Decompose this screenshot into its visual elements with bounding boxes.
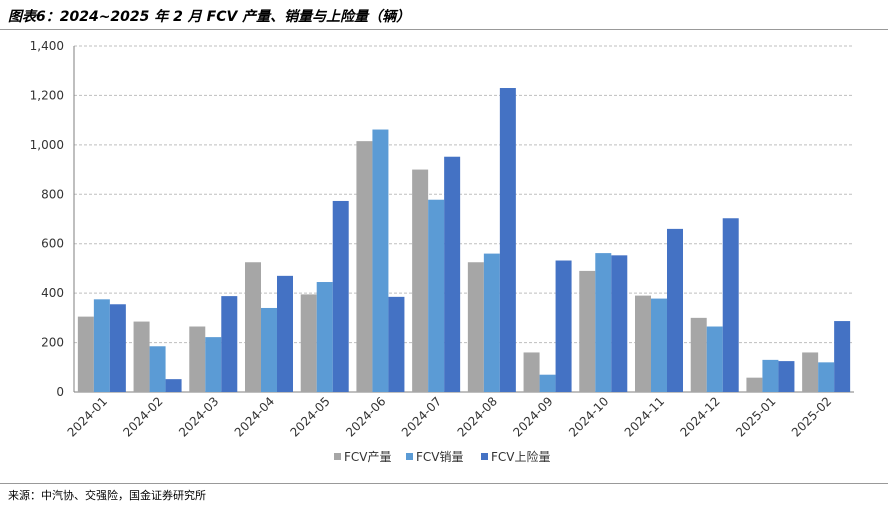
bar-1 <box>245 262 261 392</box>
bar-1 <box>635 295 651 392</box>
bar-2 <box>539 374 556 392</box>
bar-3 <box>388 296 405 392</box>
legend-label: FCV产量 <box>344 450 392 464</box>
bar-2 <box>93 299 110 392</box>
bar-3 <box>165 379 182 392</box>
y-tick-label: 0 <box>56 385 64 399</box>
bar-3 <box>722 218 739 392</box>
y-tick-label: 600 <box>41 237 64 251</box>
bar-2 <box>372 129 389 392</box>
legend-label: FCV销量 <box>416 450 464 464</box>
bar-1 <box>802 352 819 392</box>
bar-3 <box>611 255 628 392</box>
bar-2 <box>483 253 500 392</box>
bar-3 <box>221 296 238 392</box>
legend-label: FCV上险量 <box>491 449 551 464</box>
y-tick-label: 200 <box>41 336 64 350</box>
bar-2 <box>651 298 667 392</box>
bar-2 <box>316 282 333 392</box>
bar-3 <box>444 156 461 392</box>
y-tick-label: 800 <box>41 187 64 201</box>
bar-2 <box>149 346 166 392</box>
x-tick-label: 2024-03 <box>176 394 221 439</box>
x-tick-label: 2024-07 <box>399 394 444 439</box>
x-tick-label: 2024-11 <box>622 394 667 439</box>
bar-3 <box>277 275 293 392</box>
bar-1 <box>690 317 707 392</box>
legend-swatch <box>481 453 488 460</box>
x-tick-label: 2024-05 <box>287 394 332 439</box>
bar-3 <box>555 260 572 392</box>
bar-3 <box>834 321 851 392</box>
bar-2 <box>706 326 723 392</box>
y-tick-label: 1,400 <box>30 39 64 53</box>
bar-2 <box>818 362 835 392</box>
bar-3 <box>109 304 126 392</box>
x-tick-label: 2025-02 <box>789 394 834 439</box>
bar-2 <box>762 359 779 392</box>
legend-swatch <box>334 453 341 460</box>
bar-1 <box>412 169 429 392</box>
title-divider <box>0 29 888 30</box>
x-tick-label: 2025-01 <box>733 394 778 439</box>
source-note: 来源：中汽协、交强险，国金证券研究所 <box>8 489 206 502</box>
bar-1 <box>356 141 373 392</box>
bar-1 <box>746 377 763 392</box>
x-tick-label: 2024-04 <box>232 394 277 439</box>
bar-2 <box>205 337 222 392</box>
bar-2 <box>261 307 277 392</box>
bar-1 <box>300 294 317 392</box>
bar-1 <box>133 321 150 392</box>
x-tick-label: 2024-12 <box>677 394 722 439</box>
x-tick-label: 2024-01 <box>65 394 110 439</box>
bar-1 <box>523 352 540 392</box>
chart-title: 图表6：2024~2025 年 2 月 FCV 产量、销量与上险量（辆） <box>8 9 411 25</box>
y-tick-label: 1,200 <box>30 88 64 102</box>
bar-3 <box>332 200 349 392</box>
bar-2 <box>595 253 612 392</box>
x-tick-label: 2024-06 <box>343 394 388 439</box>
source-divider <box>0 483 888 484</box>
legend-swatch <box>406 453 413 460</box>
bar-3 <box>778 361 795 392</box>
x-tick-label: 2024-10 <box>566 394 611 439</box>
y-tick-label: 1,000 <box>30 138 64 152</box>
x-tick-label: 2024-09 <box>510 394 555 439</box>
bar-3 <box>667 228 683 392</box>
bar-1 <box>77 316 94 392</box>
bar-1 <box>189 326 206 392</box>
x-tick-label: 2024-02 <box>120 394 165 439</box>
y-tick-label: 400 <box>41 286 64 300</box>
bar-2 <box>428 199 445 392</box>
bar-1 <box>579 270 596 392</box>
bar-1 <box>467 262 484 392</box>
bar-3 <box>499 88 516 392</box>
x-tick-label: 2024-08 <box>455 394 500 439</box>
